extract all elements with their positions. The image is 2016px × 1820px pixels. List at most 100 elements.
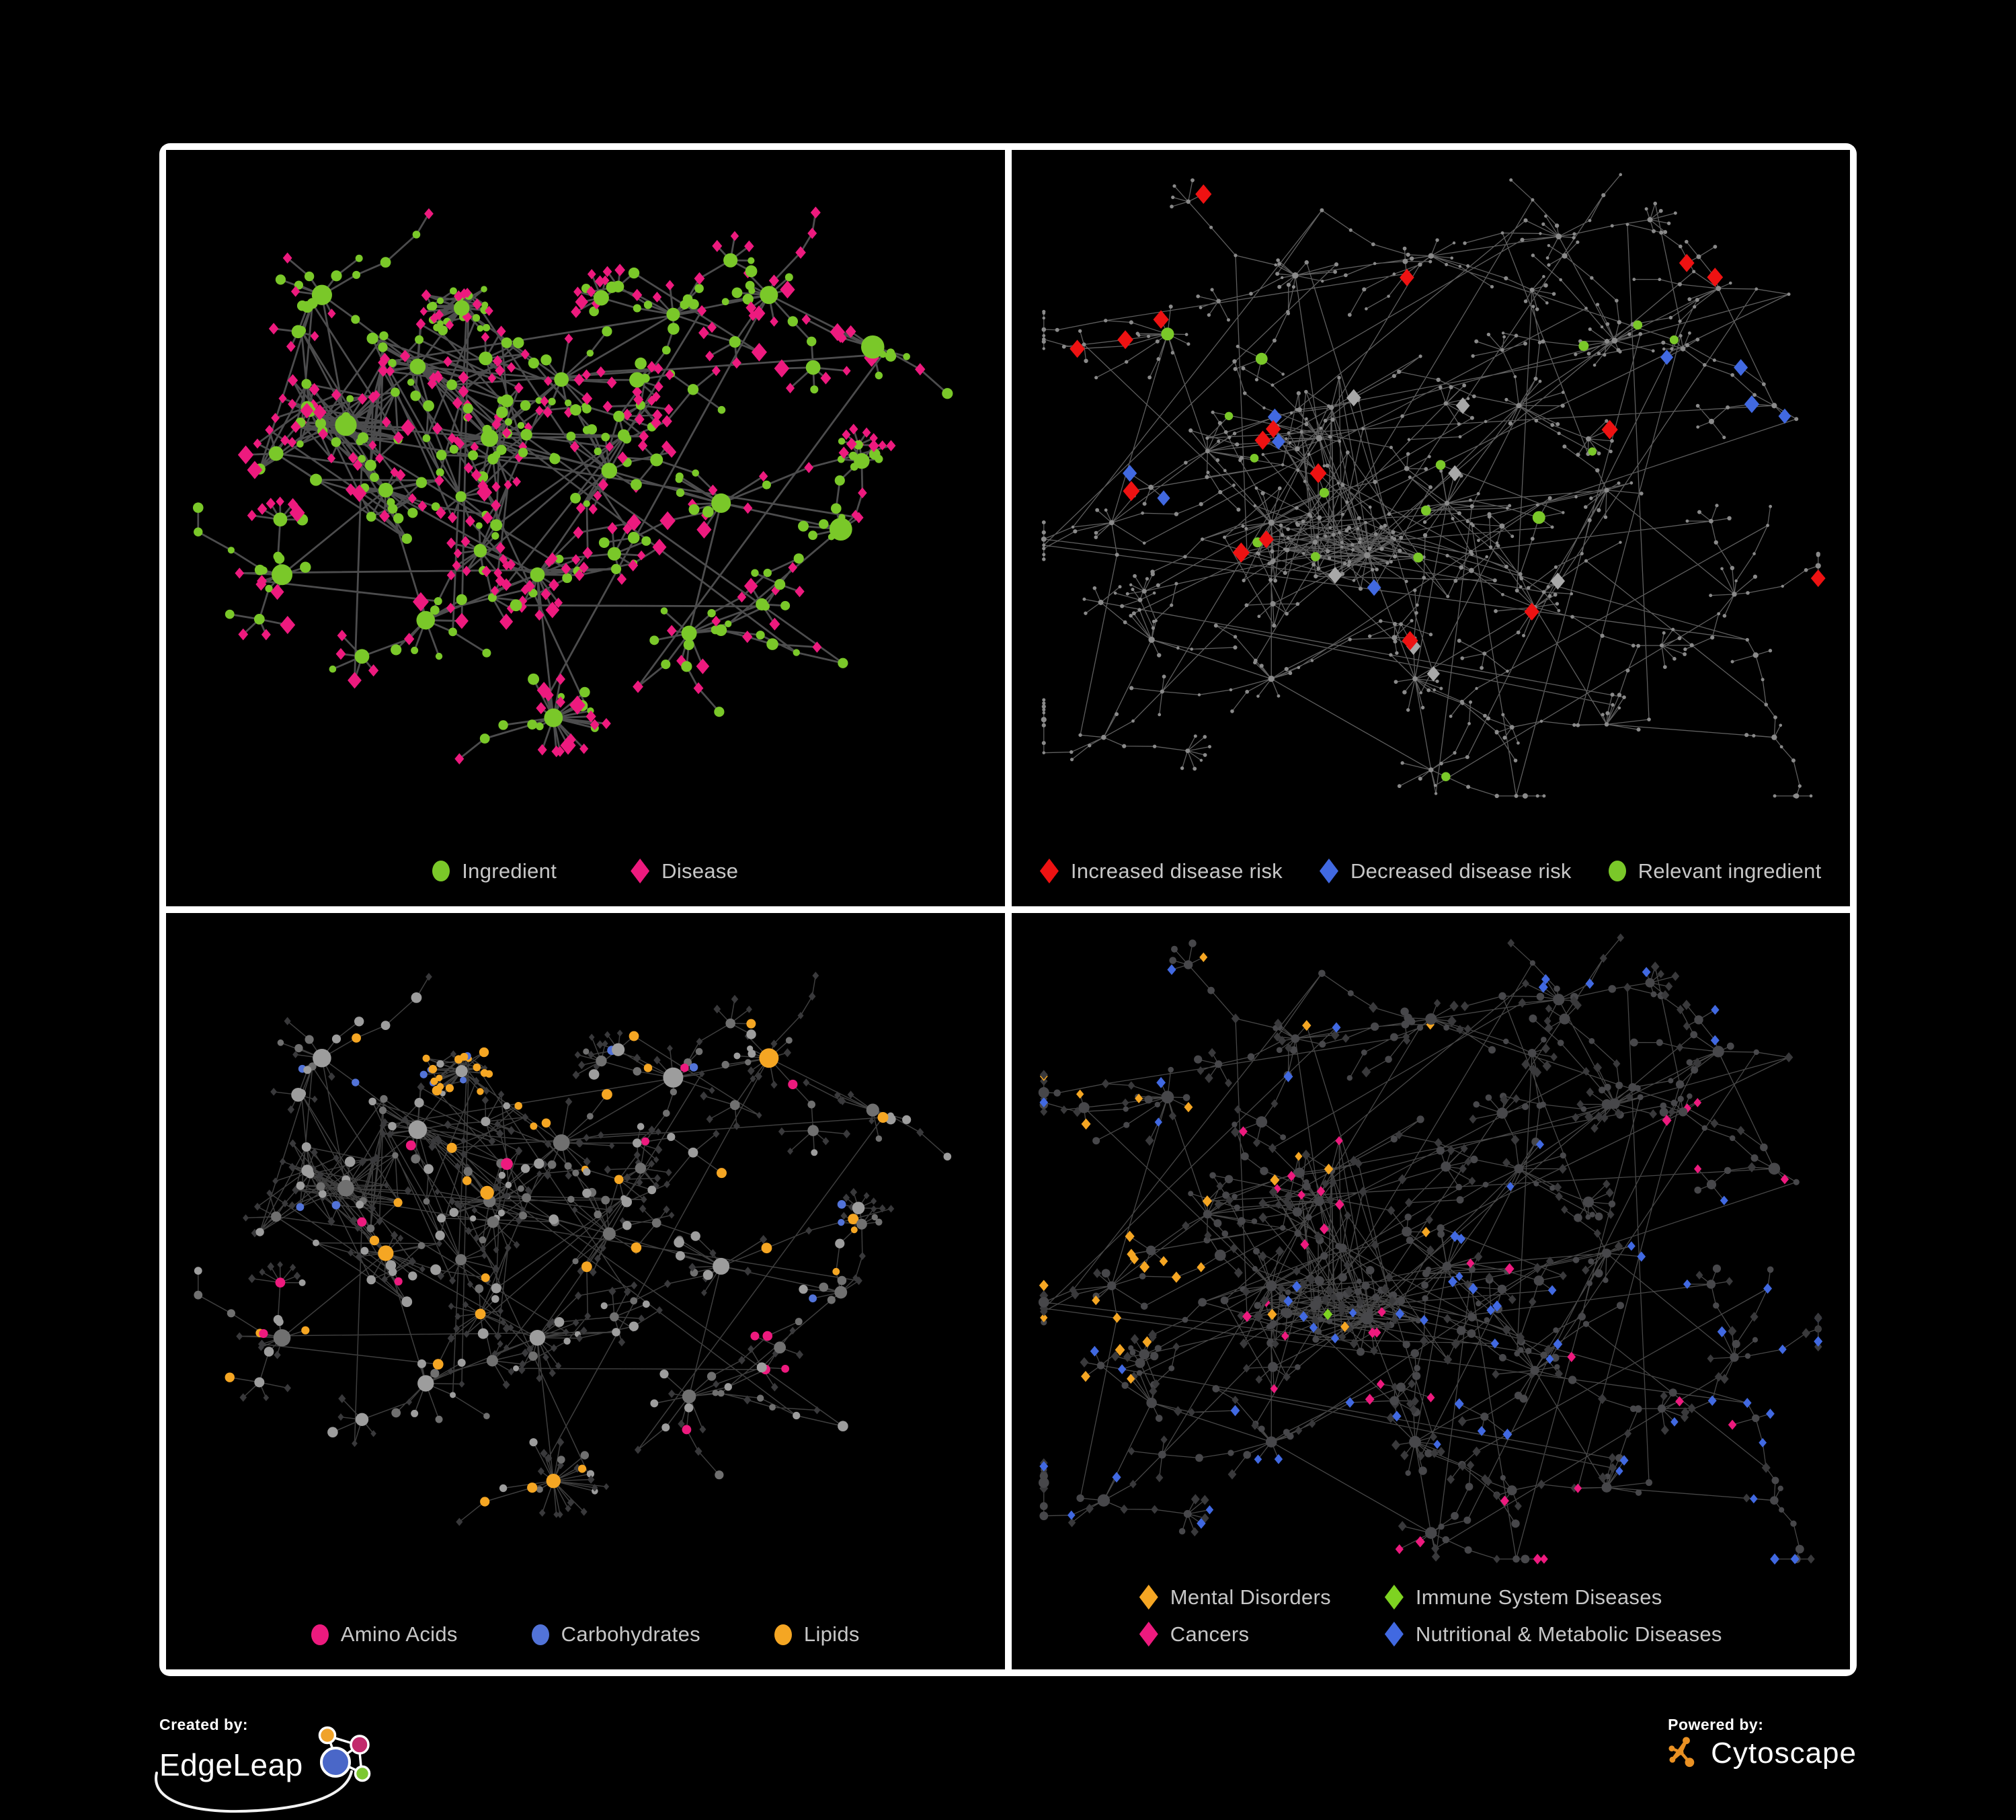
- network-node: [1627, 1241, 1636, 1251]
- network-node: [1214, 1060, 1222, 1068]
- network-node: [1268, 1187, 1278, 1197]
- network-node: [1611, 338, 1617, 344]
- network-node: [1768, 1162, 1780, 1175]
- network-node: [797, 1012, 804, 1019]
- network-node: [1348, 1303, 1356, 1312]
- network-node: [598, 1131, 604, 1139]
- network-node: [1196, 1262, 1205, 1273]
- network-node: [1424, 1013, 1437, 1025]
- network-node: [1752, 574, 1757, 579]
- network-node: [1677, 282, 1682, 286]
- network-node: [1660, 340, 1665, 345]
- network-node: [750, 1331, 760, 1341]
- network-node: [1101, 1078, 1110, 1089]
- network-node: [514, 1102, 522, 1110]
- network-node: [744, 240, 754, 252]
- network-node: [1254, 1375, 1262, 1384]
- network-node: [496, 1129, 504, 1138]
- network-node: [1415, 1318, 1421, 1324]
- network-node: [1521, 1103, 1529, 1111]
- network-node: [680, 1063, 689, 1072]
- network-node: [818, 519, 829, 529]
- network-node: [1252, 1248, 1260, 1255]
- network-node: [460, 1136, 467, 1144]
- network-node: [1505, 506, 1509, 510]
- network-node: [1523, 218, 1528, 223]
- network-node: [699, 1425, 707, 1434]
- network-node: [1505, 670, 1509, 673]
- network-node: [858, 487, 867, 499]
- network-node: [1541, 974, 1550, 985]
- network-node: [502, 1324, 510, 1333]
- network-node: [576, 1334, 583, 1343]
- network-node: [783, 1048, 792, 1058]
- network-node: [1752, 393, 1757, 397]
- network-node: [1720, 1374, 1729, 1384]
- network-node: [1541, 1043, 1550, 1054]
- network-node: [1169, 603, 1173, 607]
- network-node: [1500, 713, 1504, 717]
- network-node: [1387, 1296, 1396, 1306]
- network-node: [1442, 1261, 1451, 1271]
- network-node: [265, 584, 273, 593]
- network-node: [1347, 559, 1351, 564]
- network-node: [1500, 231, 1504, 235]
- network-node: [827, 1296, 836, 1304]
- network-node: [455, 1065, 468, 1078]
- network-node: [1572, 1257, 1579, 1263]
- network-node: [654, 381, 663, 393]
- network-node: [1573, 352, 1577, 356]
- network-node: [1675, 1080, 1684, 1089]
- network-node: [557, 1456, 565, 1464]
- network-node: [1323, 534, 1328, 538]
- network-node: [637, 550, 646, 561]
- network-node: [1291, 285, 1295, 289]
- network-node: [1490, 1338, 1499, 1349]
- network-node: [445, 319, 454, 330]
- network-node: [1152, 744, 1156, 748]
- network-node: [1502, 335, 1506, 339]
- network-node: [1521, 979, 1529, 988]
- network-node: [1417, 262, 1422, 267]
- network-node: [1272, 338, 1277, 343]
- network-node: [1777, 1485, 1783, 1491]
- network-node: [1259, 664, 1264, 668]
- network-node: [1283, 570, 1287, 576]
- network-node: [1778, 1344, 1787, 1355]
- network-node: [1186, 342, 1190, 346]
- network-node: [1815, 563, 1821, 569]
- network-node: [838, 1421, 848, 1432]
- network-node: [544, 1171, 552, 1180]
- network-node: [1791, 758, 1796, 763]
- network-node: [1530, 537, 1535, 541]
- network-node: [1379, 547, 1384, 551]
- network-node: [1400, 1450, 1409, 1460]
- network-node: [1172, 184, 1176, 188]
- network-node: [1664, 982, 1672, 991]
- network-node: [1533, 1181, 1539, 1187]
- network-node: [1629, 481, 1633, 485]
- network-node: [575, 294, 588, 310]
- panel-nutrient-classes: Amino Acids Carbohydrates Lipids: [166, 913, 1005, 1669]
- network-node: [1659, 1102, 1666, 1109]
- network-node: [1712, 1045, 1724, 1058]
- network-node: [528, 357, 539, 369]
- network-node: [1145, 1245, 1156, 1256]
- legend-marker-diamond-icon: [1384, 1622, 1404, 1647]
- network-node: [682, 1425, 692, 1435]
- network-node: [1547, 1285, 1556, 1296]
- network-node: [1316, 566, 1320, 571]
- network-node: [1706, 268, 1723, 287]
- network-node: [1708, 518, 1713, 524]
- network-node: [1416, 1115, 1424, 1123]
- network-node: [838, 658, 848, 668]
- network-node: [1545, 1354, 1554, 1364]
- network-node: [571, 305, 581, 319]
- network-node: [1443, 1025, 1449, 1031]
- network-node: [1399, 268, 1414, 286]
- network-node: [1592, 1062, 1602, 1073]
- network-node: [1597, 1393, 1607, 1404]
- network-node: [1677, 636, 1681, 641]
- network-node: [1254, 1312, 1263, 1322]
- network-node: [661, 440, 672, 452]
